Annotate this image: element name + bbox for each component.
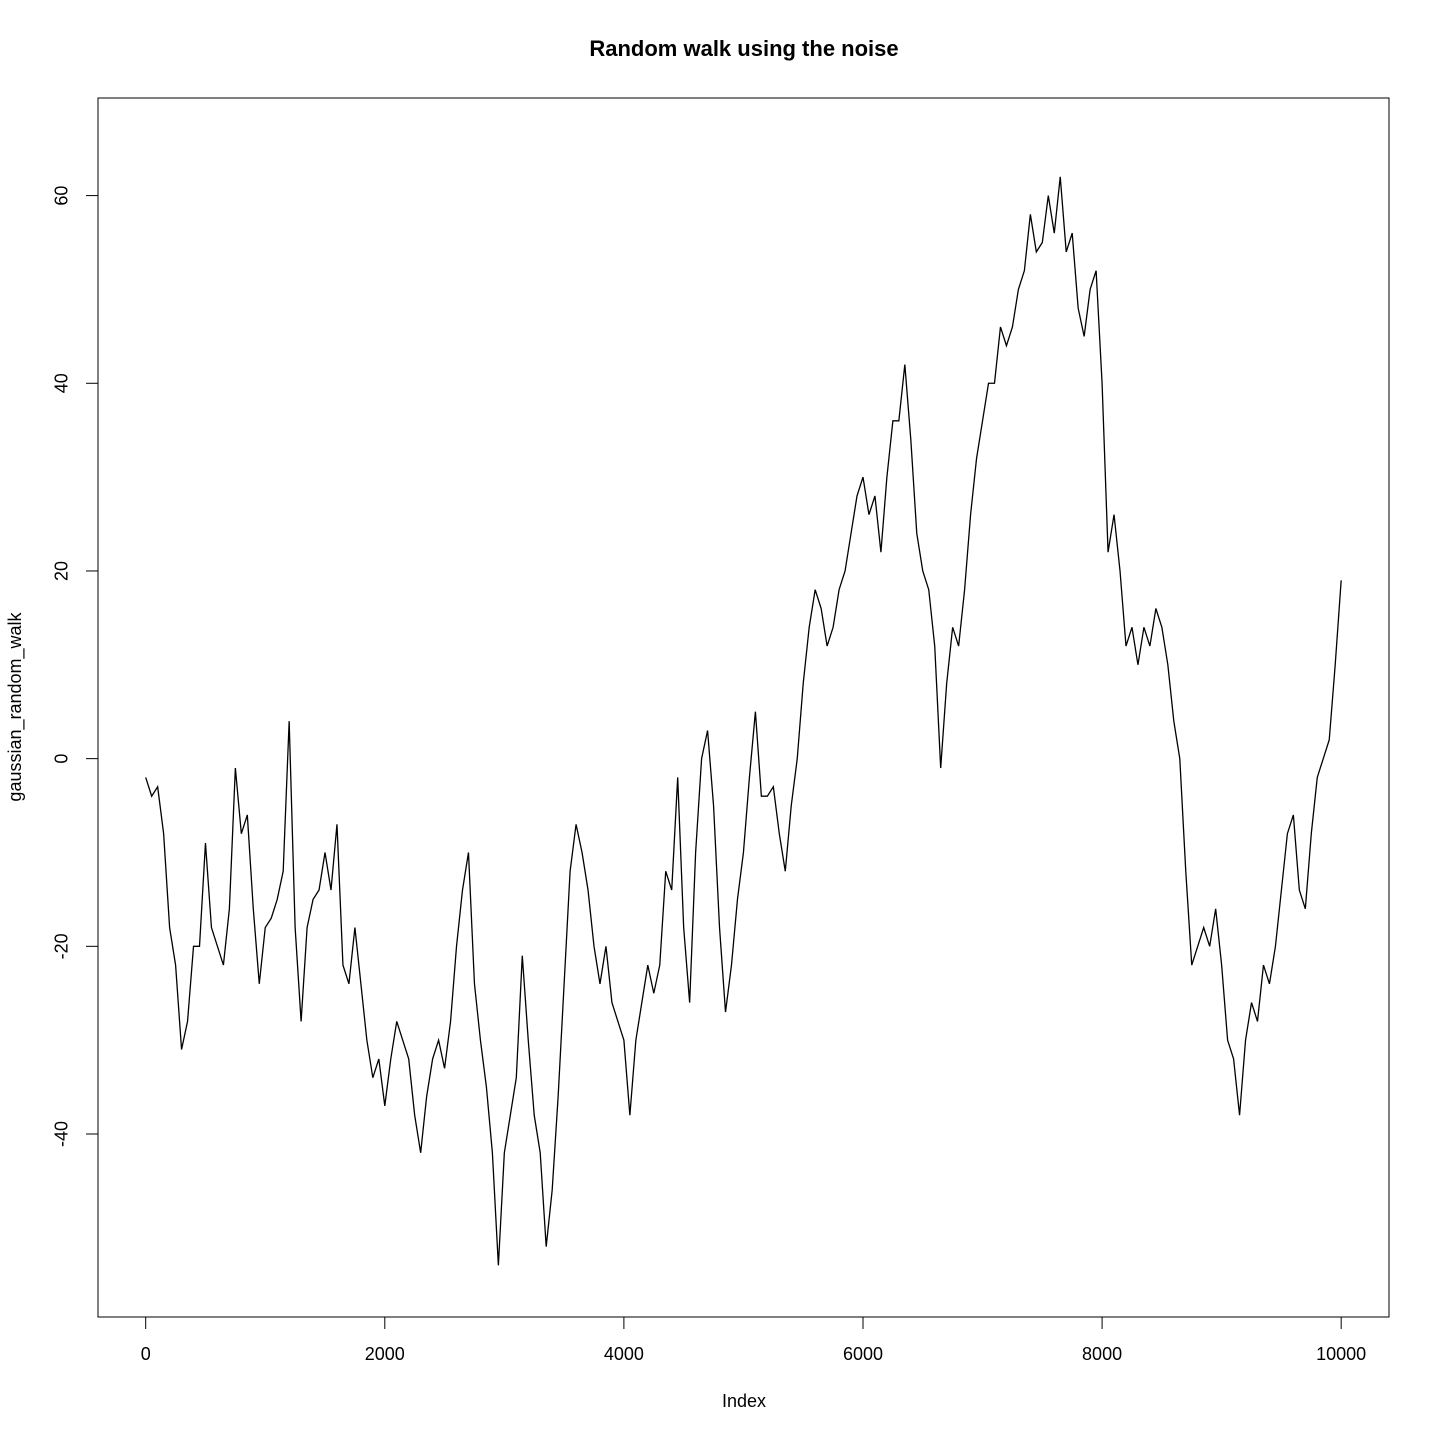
y-tick-label: -40: [52, 1121, 72, 1147]
chart-title: Random walk using the noise: [589, 36, 898, 61]
y-axis-label: gaussian_random_walk: [5, 611, 26, 801]
x-tick-label: 8000: [1082, 1344, 1122, 1364]
x-tick-label: 6000: [843, 1344, 883, 1364]
data-line: [145, 176, 1342, 1266]
y-tick-label: 60: [52, 186, 72, 206]
y-tick-label: -20: [52, 933, 72, 959]
x-tick-label: 2000: [365, 1344, 405, 1364]
y-tick-label: 20: [52, 561, 72, 581]
y-tick-label: 40: [52, 373, 72, 393]
x-axis-label: Index: [722, 1391, 766, 1411]
y-tick-label: 0: [52, 754, 72, 764]
x-tick-label: 10000: [1316, 1344, 1366, 1364]
x-tick-label: 4000: [604, 1344, 644, 1364]
x-tick-label: 0: [141, 1344, 151, 1364]
